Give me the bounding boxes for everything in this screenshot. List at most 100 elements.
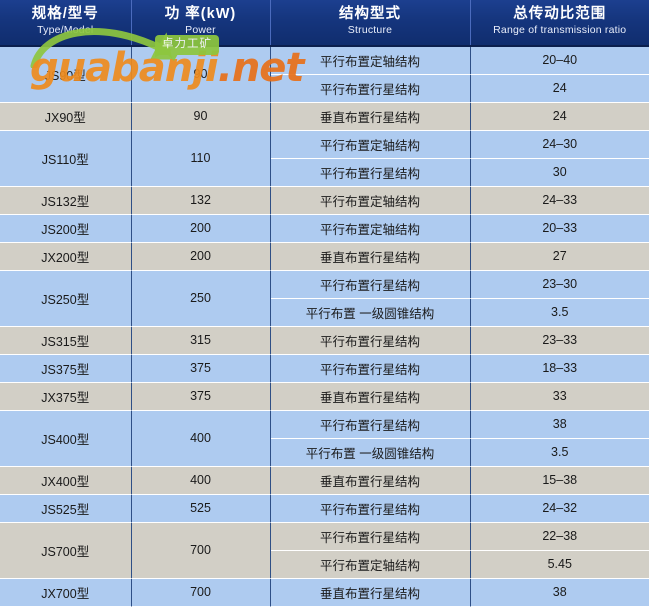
- cell-type-model: JS250型: [0, 270, 132, 327]
- cell-structure: 平行布置行星结构: [270, 158, 471, 187]
- column-header-type-model: 规格/型号 Type/Model: [0, 0, 132, 47]
- cell-structure: 平行布置行星结构: [270, 354, 471, 383]
- table-row: 平行布置 一级圆锥结构 3.5: [0, 438, 649, 467]
- cell-transmission-ratio: 23–30: [470, 270, 649, 299]
- cell-power: 200: [131, 242, 271, 271]
- table-row: 平行布置 一级圆锥结构 3.5: [0, 298, 649, 327]
- cell-type-model: JS375型: [0, 354, 132, 383]
- column-header-en: Power: [185, 24, 216, 36]
- column-header-cn: 规格/型号: [31, 6, 99, 22]
- cell-structure: 垂直布置行星结构: [270, 102, 471, 131]
- cell-power: 110: [131, 130, 271, 187]
- table-row: JX90型 90 垂直布置行星结构 24: [0, 102, 649, 131]
- table-row: 平行布置定轴结构 5.45: [0, 550, 649, 579]
- table-row: JS90型 90 平行布置定轴结构 20–40: [0, 46, 649, 103]
- cell-type-model: JS200型: [0, 214, 132, 243]
- cell-type-model: JX700型: [0, 578, 132, 607]
- cell-power: 315: [131, 326, 271, 355]
- cell-structure: 平行布置行星结构: [270, 326, 471, 355]
- cell-structure: 平行布置定轴结构: [270, 214, 471, 243]
- cell-structure: 平行布置行星结构: [270, 522, 471, 551]
- cell-transmission-ratio: 38: [470, 410, 649, 439]
- table-row: JS110型 110 平行布置定轴结构 24–30: [0, 130, 649, 187]
- table-row: JS525型 525 平行布置行星结构 24–32: [0, 494, 649, 523]
- column-header-cn: 结构型式: [339, 6, 401, 22]
- cell-type-model: JS132型: [0, 186, 132, 215]
- cell-structure: 平行布置定轴结构: [270, 46, 471, 75]
- cell-transmission-ratio: 5.45: [470, 550, 649, 579]
- cell-type-model: JS400型: [0, 410, 132, 467]
- cell-transmission-ratio: 20–40: [470, 46, 649, 75]
- column-header-en: Range of transmission ratio: [493, 24, 627, 36]
- column-header-transmission-ratio: 总传动比范围 Range of transmission ratio: [470, 0, 649, 47]
- cell-structure: 垂直布置行星结构: [270, 578, 471, 607]
- cell-structure: 垂直布置行星结构: [270, 242, 471, 271]
- cell-structure: 平行布置定轴结构: [270, 550, 471, 579]
- cell-type-model: JX375型: [0, 382, 132, 411]
- cell-transmission-ratio: 22–38: [470, 522, 649, 551]
- cell-power: 132: [131, 186, 271, 215]
- cell-power: 400: [131, 466, 271, 495]
- cell-power: 200: [131, 214, 271, 243]
- cell-structure: 平行布置行星结构: [270, 410, 471, 439]
- table-header: 规格/型号 Type/Model 功 率(kW) Power 结构型式 Stru…: [0, 0, 649, 47]
- table-body: JS90型 90 平行布置定轴结构 20–40 平行布置行星结构 24 JX90型 90 垂直布…: [0, 46, 649, 607]
- cell-structure: 平行布置定轴结构: [270, 186, 471, 215]
- cell-transmission-ratio: 18–33: [470, 354, 649, 383]
- table-row: JX700型 700 垂直布置行星结构 38: [0, 578, 649, 607]
- cell-type-model: JX400型: [0, 466, 132, 495]
- table-row: JS375型 375 平行布置行星结构 18–33: [0, 354, 649, 383]
- cell-power: 90: [131, 46, 271, 103]
- cell-transmission-ratio: 15–38: [470, 466, 649, 495]
- cell-type-model: JX200型: [0, 242, 132, 271]
- cell-type-model: JX90型: [0, 102, 132, 131]
- cell-transmission-ratio: 24–33: [470, 186, 649, 215]
- table-row: JX400型 400 垂直布置行星结构 15–38: [0, 466, 649, 495]
- cell-structure: 平行布置行星结构: [270, 270, 471, 299]
- cell-power: 375: [131, 382, 271, 411]
- cell-transmission-ratio: 3.5: [470, 298, 649, 327]
- cell-structure: 垂直布置行星结构: [270, 466, 471, 495]
- cell-power: 400: [131, 410, 271, 467]
- column-header-structure: 结构型式 Structure: [270, 0, 471, 47]
- cell-structure: 平行布置 一级圆锥结构: [270, 298, 471, 327]
- cell-transmission-ratio: 20–33: [470, 214, 649, 243]
- cell-transmission-ratio: 24: [470, 74, 649, 103]
- table-row: JS200型 200 平行布置定轴结构 20–33: [0, 214, 649, 243]
- cell-transmission-ratio: 27: [470, 242, 649, 271]
- cell-transmission-ratio: 24–30: [470, 130, 649, 159]
- cell-transmission-ratio: 3.5: [470, 438, 649, 467]
- table-row: JS700型 700 平行布置行星结构 22–38: [0, 522, 649, 579]
- table-row: JS250型 250 平行布置行星结构 23–30: [0, 270, 649, 327]
- cell-transmission-ratio: 24–32: [470, 494, 649, 523]
- table-row: 平行布置行星结构 30: [0, 158, 649, 187]
- table-row: JS315型 315 平行布置行星结构 23–33: [0, 326, 649, 355]
- cell-transmission-ratio: 38: [470, 578, 649, 607]
- table-row: JS400型 400 平行布置行星结构 38: [0, 410, 649, 467]
- cell-structure: 平行布置行星结构: [270, 74, 471, 103]
- cell-power: 700: [131, 522, 271, 579]
- table-row: 平行布置行星结构 24: [0, 74, 649, 103]
- cell-structure: 平行布置行星结构: [270, 494, 471, 523]
- cell-type-model: JS315型: [0, 326, 132, 355]
- cell-transmission-ratio: 30: [470, 158, 649, 187]
- cell-power: 90: [131, 102, 271, 131]
- table-row: JS132型 132 平行布置定轴结构 24–33: [0, 186, 649, 215]
- cell-power: 375: [131, 354, 271, 383]
- cell-power: 250: [131, 270, 271, 327]
- cell-transmission-ratio: 23–33: [470, 326, 649, 355]
- cell-power: 525: [131, 494, 271, 523]
- column-header-power: 功 率(kW) Power: [131, 0, 271, 47]
- cell-transmission-ratio: 24: [470, 102, 649, 131]
- cell-type-model: JS90型: [0, 46, 132, 103]
- cell-structure: 垂直布置行星结构: [270, 382, 471, 411]
- cell-structure: 平行布置 一级圆锥结构: [270, 438, 471, 467]
- column-header-cn: 总传动比范围: [513, 6, 607, 22]
- cell-type-model: JS110型: [0, 130, 132, 187]
- table-row: JX375型 375 垂直布置行星结构 33: [0, 382, 649, 411]
- column-header-en: Structure: [347, 24, 393, 36]
- column-header-cn: 功 率(kW): [164, 6, 237, 22]
- table-header-row: 规格/型号 Type/Model 功 率(kW) Power 结构型式 Stru…: [0, 0, 649, 47]
